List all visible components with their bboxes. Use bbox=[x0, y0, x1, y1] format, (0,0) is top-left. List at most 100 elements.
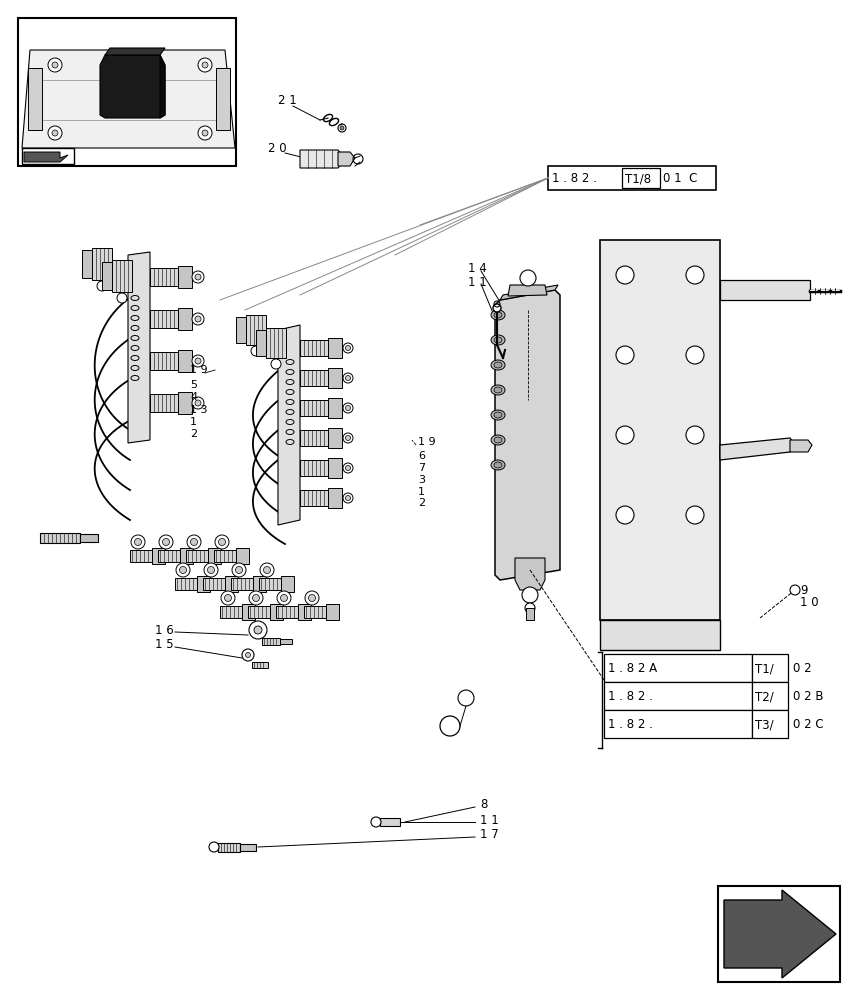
Polygon shape bbox=[262, 638, 280, 645]
Bar bbox=[22, 148, 74, 164]
Bar bbox=[752, 710, 788, 738]
Circle shape bbox=[458, 690, 474, 706]
Polygon shape bbox=[178, 392, 192, 414]
Text: 2 0: 2 0 bbox=[268, 141, 286, 154]
Polygon shape bbox=[150, 310, 178, 328]
Text: 1: 1 bbox=[418, 487, 425, 497]
Ellipse shape bbox=[491, 310, 505, 320]
Text: 5: 5 bbox=[190, 380, 197, 390]
Circle shape bbox=[686, 506, 704, 524]
Circle shape bbox=[198, 58, 212, 72]
Text: 3: 3 bbox=[418, 475, 425, 485]
Circle shape bbox=[159, 535, 173, 549]
Text: 2: 2 bbox=[418, 498, 425, 508]
Polygon shape bbox=[28, 68, 42, 130]
Circle shape bbox=[522, 587, 538, 603]
Bar bbox=[604, 654, 752, 682]
Circle shape bbox=[616, 266, 634, 284]
Polygon shape bbox=[278, 325, 300, 525]
Polygon shape bbox=[112, 260, 132, 292]
Circle shape bbox=[343, 343, 353, 353]
Circle shape bbox=[440, 716, 460, 736]
Circle shape bbox=[192, 397, 204, 409]
Circle shape bbox=[195, 274, 201, 280]
Polygon shape bbox=[150, 394, 178, 412]
Polygon shape bbox=[178, 350, 192, 372]
Bar bbox=[752, 682, 788, 710]
Circle shape bbox=[616, 506, 634, 524]
Polygon shape bbox=[304, 606, 326, 618]
Bar bbox=[718, 886, 840, 982]
Circle shape bbox=[192, 313, 204, 325]
Circle shape bbox=[246, 652, 251, 658]
Circle shape bbox=[192, 271, 204, 283]
Text: 0 1  C: 0 1 C bbox=[663, 172, 697, 186]
Circle shape bbox=[202, 130, 208, 136]
Ellipse shape bbox=[494, 462, 502, 468]
Polygon shape bbox=[380, 818, 400, 826]
Bar bbox=[604, 710, 752, 738]
Circle shape bbox=[343, 493, 353, 503]
Text: 0 2 B: 0 2 B bbox=[793, 690, 824, 704]
Circle shape bbox=[221, 591, 235, 605]
Polygon shape bbox=[128, 252, 150, 443]
Polygon shape bbox=[242, 604, 255, 620]
Polygon shape bbox=[130, 550, 152, 562]
Circle shape bbox=[277, 591, 291, 605]
Text: 6: 6 bbox=[418, 451, 425, 461]
Text: 7: 7 bbox=[418, 463, 425, 473]
Polygon shape bbox=[186, 550, 208, 562]
Ellipse shape bbox=[494, 437, 502, 443]
Polygon shape bbox=[298, 604, 311, 620]
Polygon shape bbox=[328, 398, 342, 418]
Polygon shape bbox=[208, 548, 221, 564]
Polygon shape bbox=[253, 576, 266, 592]
Circle shape bbox=[520, 270, 536, 286]
Text: 1 6: 1 6 bbox=[155, 624, 174, 637]
Polygon shape bbox=[526, 608, 534, 620]
Circle shape bbox=[340, 126, 344, 130]
Polygon shape bbox=[600, 620, 720, 650]
Ellipse shape bbox=[494, 362, 502, 368]
Polygon shape bbox=[508, 285, 547, 296]
Polygon shape bbox=[328, 458, 342, 478]
Circle shape bbox=[215, 535, 229, 549]
Circle shape bbox=[207, 566, 214, 574]
Text: 4: 4 bbox=[190, 392, 197, 402]
Text: 9: 9 bbox=[800, 584, 807, 596]
Circle shape bbox=[195, 316, 201, 322]
Text: 1 1: 1 1 bbox=[468, 275, 487, 288]
Polygon shape bbox=[724, 890, 836, 978]
Circle shape bbox=[131, 535, 145, 549]
Text: 1 . 8 2 A: 1 . 8 2 A bbox=[608, 662, 657, 676]
Circle shape bbox=[305, 591, 319, 605]
Polygon shape bbox=[80, 534, 98, 542]
Text: T3/: T3/ bbox=[755, 718, 773, 732]
Circle shape bbox=[790, 585, 800, 595]
Circle shape bbox=[162, 538, 169, 546]
Circle shape bbox=[686, 426, 704, 444]
Polygon shape bbox=[276, 606, 298, 618]
Polygon shape bbox=[300, 400, 328, 416]
Circle shape bbox=[198, 126, 212, 140]
Text: 1 4: 1 4 bbox=[468, 261, 487, 274]
Circle shape bbox=[219, 538, 226, 546]
Polygon shape bbox=[300, 460, 328, 476]
Polygon shape bbox=[203, 578, 225, 590]
Polygon shape bbox=[246, 315, 266, 345]
Circle shape bbox=[616, 346, 634, 364]
Circle shape bbox=[192, 355, 204, 367]
Polygon shape bbox=[24, 152, 68, 162]
Polygon shape bbox=[256, 330, 266, 356]
Text: 1 . 8 2 .: 1 . 8 2 . bbox=[608, 718, 653, 732]
Circle shape bbox=[97, 281, 107, 291]
Polygon shape bbox=[175, 578, 197, 590]
Circle shape bbox=[254, 626, 262, 634]
Circle shape bbox=[493, 304, 501, 312]
Text: 1 . 8 2 .: 1 . 8 2 . bbox=[552, 172, 597, 186]
Polygon shape bbox=[252, 662, 268, 668]
Circle shape bbox=[343, 433, 353, 443]
Circle shape bbox=[225, 594, 232, 601]
Polygon shape bbox=[259, 578, 281, 590]
Ellipse shape bbox=[491, 435, 505, 445]
